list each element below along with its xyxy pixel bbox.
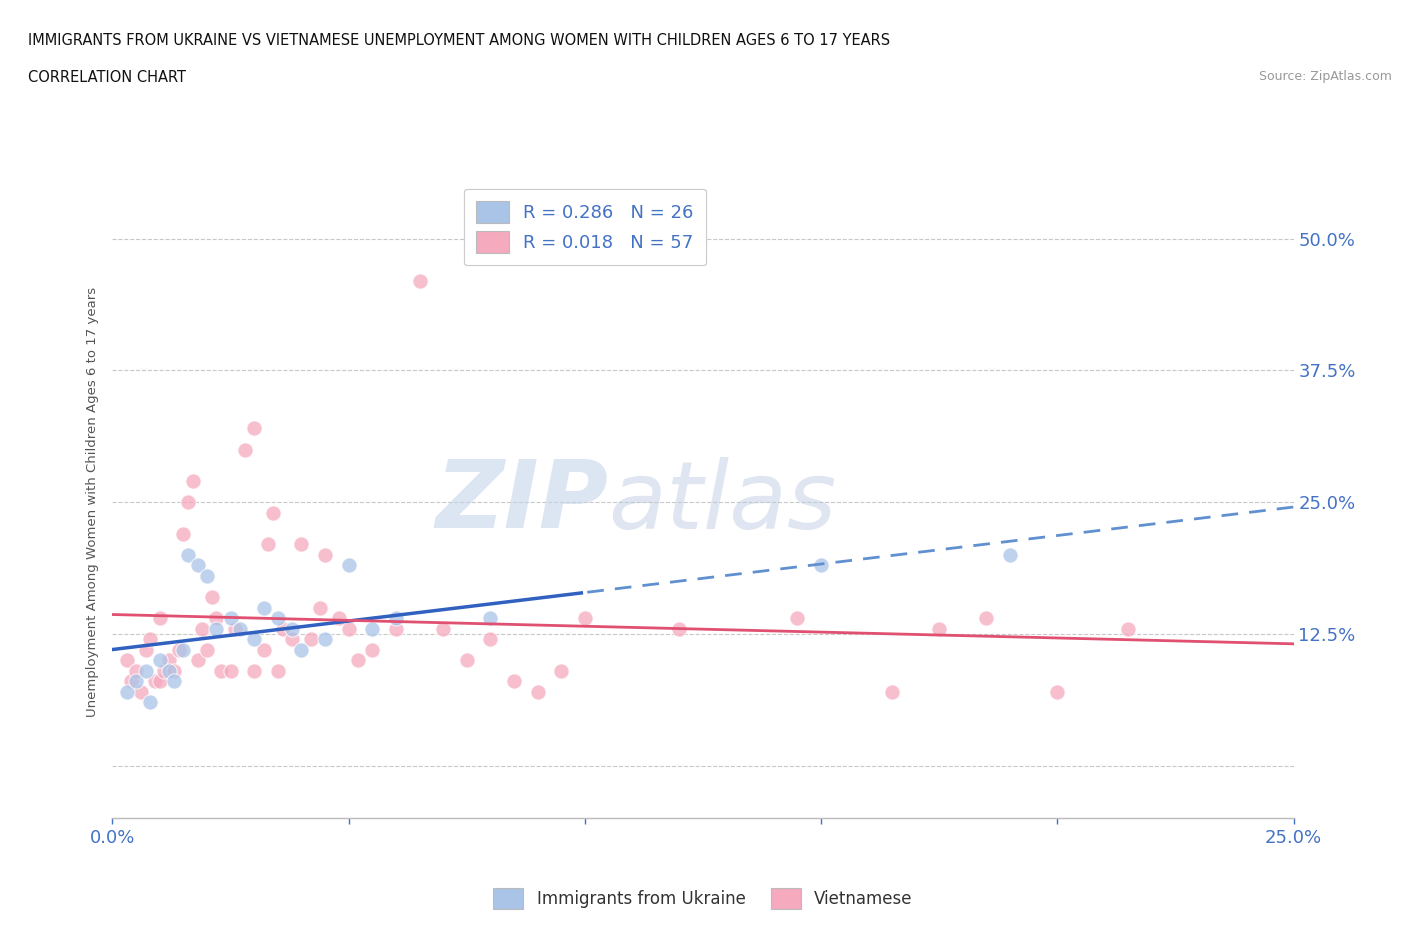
Point <box>120 674 142 689</box>
Point <box>135 643 157 658</box>
Point <box>157 663 180 678</box>
Point <box>479 631 502 646</box>
Point <box>267 663 290 678</box>
Point <box>219 611 242 626</box>
Point <box>456 653 478 668</box>
Y-axis label: Unemployment Among Women with Children Ages 6 to 17 years: Unemployment Among Women with Children A… <box>86 287 98 717</box>
Point <box>186 558 208 573</box>
Point <box>201 590 224 604</box>
Point <box>253 600 276 615</box>
Point <box>385 611 408 626</box>
Point <box>209 663 232 678</box>
Point <box>281 631 304 646</box>
Point <box>976 611 998 626</box>
Text: atlas: atlas <box>609 457 837 548</box>
Point <box>177 495 200 510</box>
Point <box>153 663 176 678</box>
Point <box>195 568 218 583</box>
Point <box>135 663 157 678</box>
Point <box>139 695 162 710</box>
Point <box>243 631 266 646</box>
Point <box>186 653 208 668</box>
Text: ZIP: ZIP <box>436 457 609 548</box>
Point <box>432 621 454 636</box>
Point <box>503 674 526 689</box>
Point <box>172 526 194 541</box>
Point <box>125 674 148 689</box>
Point <box>115 653 138 668</box>
Point <box>810 558 832 573</box>
Point <box>314 548 336 563</box>
Point <box>115 684 138 699</box>
Text: CORRELATION CHART: CORRELATION CHART <box>28 70 186 85</box>
Point <box>181 473 204 488</box>
Point <box>243 421 266 436</box>
Point <box>385 621 408 636</box>
Point <box>177 548 200 563</box>
Point <box>125 663 148 678</box>
Point <box>550 663 572 678</box>
Point <box>361 621 384 636</box>
Text: IMMIGRANTS FROM UKRAINE VS VIETNAMESE UNEMPLOYMENT AMONG WOMEN WITH CHILDREN AGE: IMMIGRANTS FROM UKRAINE VS VIETNAMESE UN… <box>28 33 890 47</box>
Point <box>337 558 360 573</box>
Legend: R = 0.286   N = 26, R = 0.018   N = 57: R = 0.286 N = 26, R = 0.018 N = 57 <box>464 189 706 265</box>
Point <box>205 621 228 636</box>
Text: Source: ZipAtlas.com: Source: ZipAtlas.com <box>1258 70 1392 83</box>
Point <box>290 643 312 658</box>
Point <box>163 663 186 678</box>
Point <box>526 684 548 699</box>
Point <box>219 663 242 678</box>
Point <box>129 684 152 699</box>
Point <box>149 653 172 668</box>
Point <box>157 653 180 668</box>
Point <box>167 643 190 658</box>
Point <box>928 621 950 636</box>
Point <box>290 537 312 551</box>
Point <box>253 643 276 658</box>
Point <box>143 674 166 689</box>
Point <box>271 621 294 636</box>
Point <box>299 631 322 646</box>
Legend: Immigrants from Ukraine, Vietnamese: Immigrants from Ukraine, Vietnamese <box>485 880 921 917</box>
Point <box>262 505 284 520</box>
Point <box>1116 621 1139 636</box>
Point <box>314 631 336 646</box>
Point <box>243 663 266 678</box>
Point <box>479 611 502 626</box>
Point <box>195 643 218 658</box>
Point <box>408 273 430 288</box>
Point <box>309 600 332 615</box>
Point <box>998 548 1021 563</box>
Point <box>224 621 246 636</box>
Point <box>267 611 290 626</box>
Point <box>149 611 172 626</box>
Point <box>1046 684 1069 699</box>
Point <box>361 643 384 658</box>
Point <box>786 611 808 626</box>
Point <box>257 537 280 551</box>
Point <box>172 643 194 658</box>
Point <box>668 621 690 636</box>
Point <box>139 631 162 646</box>
Point <box>229 621 252 636</box>
Point <box>233 442 256 457</box>
Point <box>880 684 903 699</box>
Point <box>191 621 214 636</box>
Point <box>328 611 350 626</box>
Point <box>574 611 596 626</box>
Point <box>163 674 186 689</box>
Point <box>347 653 370 668</box>
Point <box>281 621 304 636</box>
Point <box>337 621 360 636</box>
Point <box>149 674 172 689</box>
Point <box>205 611 228 626</box>
